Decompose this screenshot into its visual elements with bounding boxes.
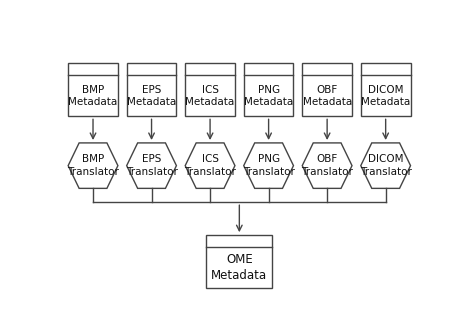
Text: BMP
Translator: BMP Translator <box>67 154 119 177</box>
Text: BMP
Metadata: BMP Metadata <box>68 85 118 107</box>
Polygon shape <box>68 63 118 116</box>
Text: PNG
Translator: PNG Translator <box>243 154 295 177</box>
Text: OBF
Metadata: OBF Metadata <box>303 85 352 107</box>
Text: OBF
Translator: OBF Translator <box>301 154 353 177</box>
Polygon shape <box>302 143 352 188</box>
Polygon shape <box>361 63 411 116</box>
Text: DICOM
Translator: DICOM Translator <box>360 154 412 177</box>
Polygon shape <box>185 143 235 188</box>
Text: OME
Metadata: OME Metadata <box>211 253 268 282</box>
Text: DICOM
Metadata: DICOM Metadata <box>361 85 410 107</box>
Text: EPS
Translator: EPS Translator <box>126 154 177 177</box>
Text: ICS
Translator: ICS Translator <box>184 154 236 177</box>
Polygon shape <box>361 143 411 188</box>
Text: PNG
Metadata: PNG Metadata <box>244 85 293 107</box>
Polygon shape <box>302 63 352 116</box>
Text: EPS
Metadata: EPS Metadata <box>127 85 176 107</box>
Polygon shape <box>126 63 177 116</box>
Text: ICS
Metadata: ICS Metadata <box>185 85 235 107</box>
Polygon shape <box>244 143 294 188</box>
Polygon shape <box>126 143 177 188</box>
Polygon shape <box>206 235 272 288</box>
Polygon shape <box>244 63 294 116</box>
Polygon shape <box>185 63 235 116</box>
Polygon shape <box>68 143 118 188</box>
